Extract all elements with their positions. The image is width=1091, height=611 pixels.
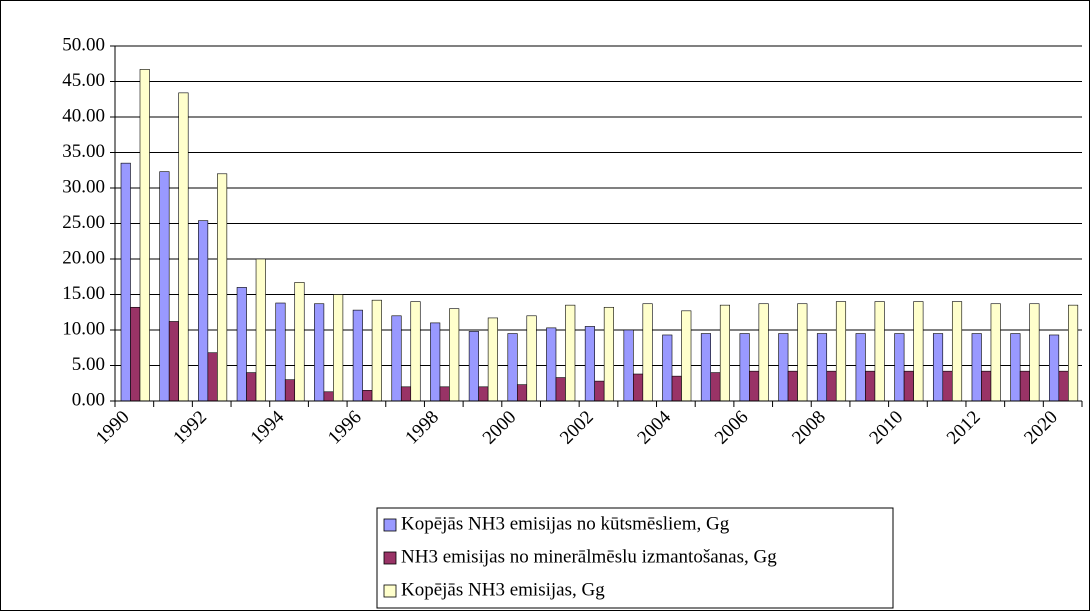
bar [603,306,614,402]
bar [1019,370,1030,402]
y-tick-label: 25.00 [62,212,105,233]
bar [168,321,179,402]
bar [352,309,363,402]
bar [284,379,296,402]
bar [681,310,692,402]
legend: Kopējās NH3 emisijas no kūtsmēsliem, Gg N… [376,507,894,609]
bar [207,352,218,402]
bar [323,391,334,402]
bar [942,370,953,402]
bar [739,333,750,402]
bar [758,303,769,402]
legend-label: Kopējās NH3 emisijas, Gg [401,579,605,600]
bar [710,372,721,402]
bar [478,386,489,402]
bar [410,301,421,402]
y-tick-label: 15.00 [62,283,105,304]
bar [546,327,557,402]
bar [662,334,673,402]
y-tick-label: 30.00 [62,176,105,197]
y-tick-label: 45.00 [62,70,105,91]
bar [487,317,498,402]
bar [719,304,731,402]
bar [826,370,837,402]
bar [594,380,605,402]
y-tick-label: 40.00 [62,105,105,126]
bar [430,322,441,402]
legend-swatch [383,518,397,532]
bar [526,315,537,402]
y-tick-label: 50.00 [62,34,105,55]
bar [951,301,963,402]
bar [1058,370,1069,402]
bar [797,303,808,402]
bar [623,329,634,402]
bar [362,390,373,402]
bar [816,333,828,402]
bar [217,173,228,402]
bar [198,220,209,402]
bar [314,303,325,402]
bar [139,69,150,402]
bar [700,333,712,402]
bar [932,333,944,402]
bar [246,372,257,402]
bar [1068,304,1079,402]
bar [749,370,760,402]
bar [1029,303,1040,402]
y-tick-label: 10.00 [62,318,105,339]
y-tick-label: 5.00 [72,354,105,375]
bar [120,162,131,402]
bar [778,333,789,402]
bar [391,315,402,402]
bar [449,308,460,402]
bar [971,333,982,402]
bar [236,287,247,402]
bar [642,303,653,402]
bar [371,299,382,402]
bar [855,333,866,402]
bar [255,258,266,402]
bar [633,373,644,402]
bar [294,282,305,402]
bar [439,386,450,402]
bar [333,294,344,402]
bar [894,333,905,402]
legend-box [376,507,894,609]
legend-swatch [383,584,397,598]
bar [835,301,847,402]
bar [1049,334,1060,402]
bar [990,303,1001,402]
bar [468,331,479,402]
bar [671,375,682,402]
bar [981,370,992,402]
bar [874,301,885,402]
y-tick-label: 0.00 [72,389,105,410]
bar [516,384,528,402]
bar [565,304,576,402]
legend-label: NH3 emisijas no minerālmēslu izmantošana… [401,546,777,567]
bar [275,302,286,402]
y-tick-label: 35.00 [62,141,105,162]
bar [787,370,798,402]
bar [400,386,412,402]
bar [584,326,595,402]
bar [178,92,189,402]
bar [130,306,141,402]
bar [555,377,566,402]
bar [507,333,518,402]
legend-label: Kopējās NH3 emisijas no kūtsmēsliem, Gg [401,513,730,534]
bar [159,171,170,402]
bar [865,370,876,402]
bar [1010,333,1021,402]
y-tick-label: 20.00 [62,247,105,268]
bar [903,370,914,402]
legend-swatch [383,551,397,565]
bar [913,301,924,402]
